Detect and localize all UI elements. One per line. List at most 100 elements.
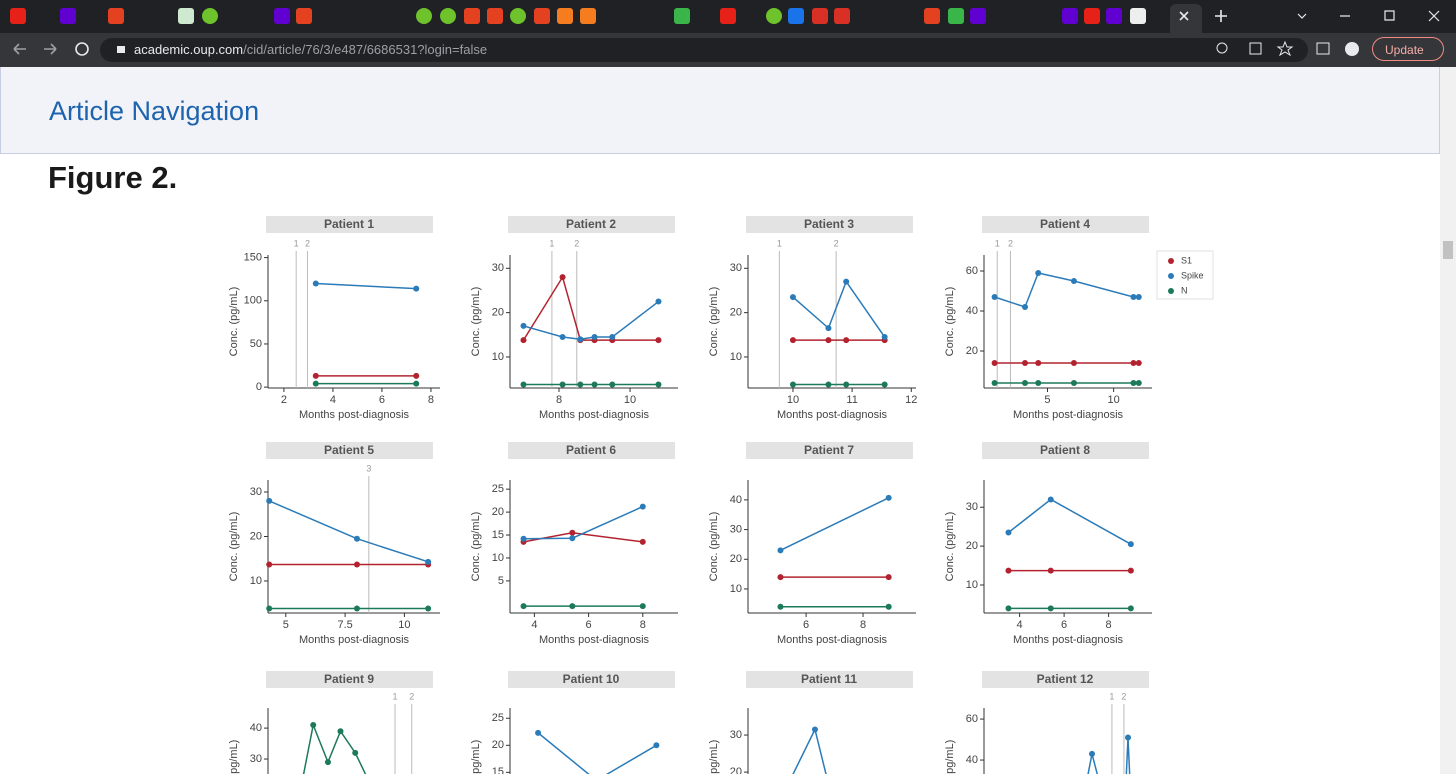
data-point [843, 337, 850, 344]
tab-icon[interactable] [60, 8, 76, 24]
series-line [302, 722, 367, 774]
figure-title: Figure 2. [48, 160, 178, 195]
panel-strip [508, 216, 675, 233]
tab-icon[interactable] [274, 8, 290, 24]
tab-icon[interactable] [440, 8, 456, 24]
panel-title: Patient 3 [804, 217, 854, 231]
data-point [789, 337, 796, 344]
data-point [535, 729, 542, 736]
data-point [639, 603, 646, 610]
data-point [591, 381, 598, 388]
tab-icon[interactable] [580, 8, 596, 24]
tab-icon[interactable] [178, 8, 194, 24]
y-tick-label: 30 [730, 729, 742, 741]
series-line [1008, 498, 1132, 545]
y-tick-label: 10 [730, 351, 742, 363]
data-point [569, 603, 576, 610]
tab-icon[interactable] [202, 8, 218, 24]
series-line [537, 732, 657, 774]
tab-icon[interactable] [970, 8, 986, 24]
tab-icon[interactable] [1062, 8, 1078, 24]
tab-icon[interactable] [464, 8, 480, 24]
data-point [777, 547, 784, 554]
panel-title: Patient 8 [1040, 443, 1090, 457]
tab-icon[interactable] [720, 8, 736, 24]
url[interactable]: academic.oup.com/cid/article/76/3/e487/6… [134, 42, 487, 57]
article-navigation[interactable] [0, 67, 1440, 154]
nav-title[interactable]: Article Navigation [49, 96, 260, 126]
reload[interactable] [75, 42, 89, 56]
profile-icon[interactable] [1345, 42, 1359, 56]
tab-icon[interactable] [812, 8, 828, 24]
data-point [1127, 541, 1134, 548]
data-point [312, 372, 319, 379]
y-tick-label: 40 [730, 494, 742, 506]
tab-icon[interactable] [416, 8, 432, 24]
data-point [520, 535, 527, 542]
y-tick-label: 30 [250, 753, 262, 765]
y-tick-label: 25 [492, 483, 504, 495]
x-axis-label: Months post-diagnosis [539, 634, 650, 646]
panel-strip [266, 216, 433, 233]
tab-icon[interactable] [766, 8, 782, 24]
share-icon[interactable] [1249, 42, 1262, 55]
tab-icon[interactable] [510, 8, 526, 24]
y-tick-label: 5 [498, 575, 504, 587]
zoom-icon[interactable] [1216, 42, 1228, 54]
sidebar-icon[interactable] [1316, 42, 1330, 55]
tab-icon[interactable] [924, 8, 940, 24]
data-point [413, 372, 420, 379]
panel-strip [746, 442, 913, 459]
x-tick-label: 4 [330, 394, 336, 406]
data-point [1005, 567, 1012, 574]
scroll-thumb[interactable] [1443, 241, 1453, 259]
x-axis-label: Months post-diagnosis [539, 409, 650, 421]
data-point [843, 278, 850, 285]
tab-icon[interactable] [534, 8, 550, 24]
x-tick-label: 10 [624, 394, 636, 406]
tab-icon[interactable] [1130, 8, 1146, 24]
star-icon[interactable] [1276, 40, 1294, 57]
series-line [1087, 737, 1131, 774]
tab-icon[interactable] [788, 8, 804, 24]
data-point [577, 336, 584, 343]
data-point [885, 603, 892, 610]
data-point [811, 726, 818, 733]
tab-icon[interactable] [296, 8, 312, 24]
y-tick-label: 30 [730, 523, 742, 535]
data-point [559, 274, 566, 281]
data-point [520, 603, 527, 610]
tab-buttons[interactable] [1179, 10, 1227, 22]
address-bar[interactable] [100, 38, 1308, 62]
update-button[interactable]: Update [1372, 37, 1444, 61]
panel-strip [982, 216, 1149, 233]
data-point [825, 381, 832, 388]
tab-icon[interactable] [1106, 8, 1122, 24]
series-line [315, 282, 417, 290]
data-point [352, 749, 359, 756]
event-label: 1 [777, 238, 782, 248]
data-point [1022, 304, 1029, 310]
tab-icon[interactable] [834, 8, 850, 24]
scrollbar[interactable] [1440, 67, 1456, 774]
y-tick-label: 10 [492, 351, 504, 363]
tab-icon[interactable] [1084, 8, 1100, 24]
tab-icon[interactable] [487, 8, 503, 24]
tab-icon[interactable] [10, 8, 26, 24]
nav-buttons[interactable] [13, 43, 57, 55]
tab-icon[interactable] [948, 8, 964, 24]
window-buttons[interactable] [1297, 10, 1440, 22]
data-point [559, 381, 566, 388]
tab-icon[interactable] [557, 8, 573, 24]
data-point [789, 381, 796, 388]
data-point [413, 285, 420, 292]
tab-icon[interactable] [674, 8, 690, 24]
tab-strip [0, 0, 1456, 33]
legend-label: N [1181, 285, 1188, 295]
y-axis-label: Conc. (pg/mL) [944, 287, 956, 357]
tab-icon[interactable] [108, 8, 124, 24]
y-tick-label: 15 [492, 529, 504, 541]
data-point [577, 381, 584, 388]
legend-box [1156, 250, 1214, 300]
